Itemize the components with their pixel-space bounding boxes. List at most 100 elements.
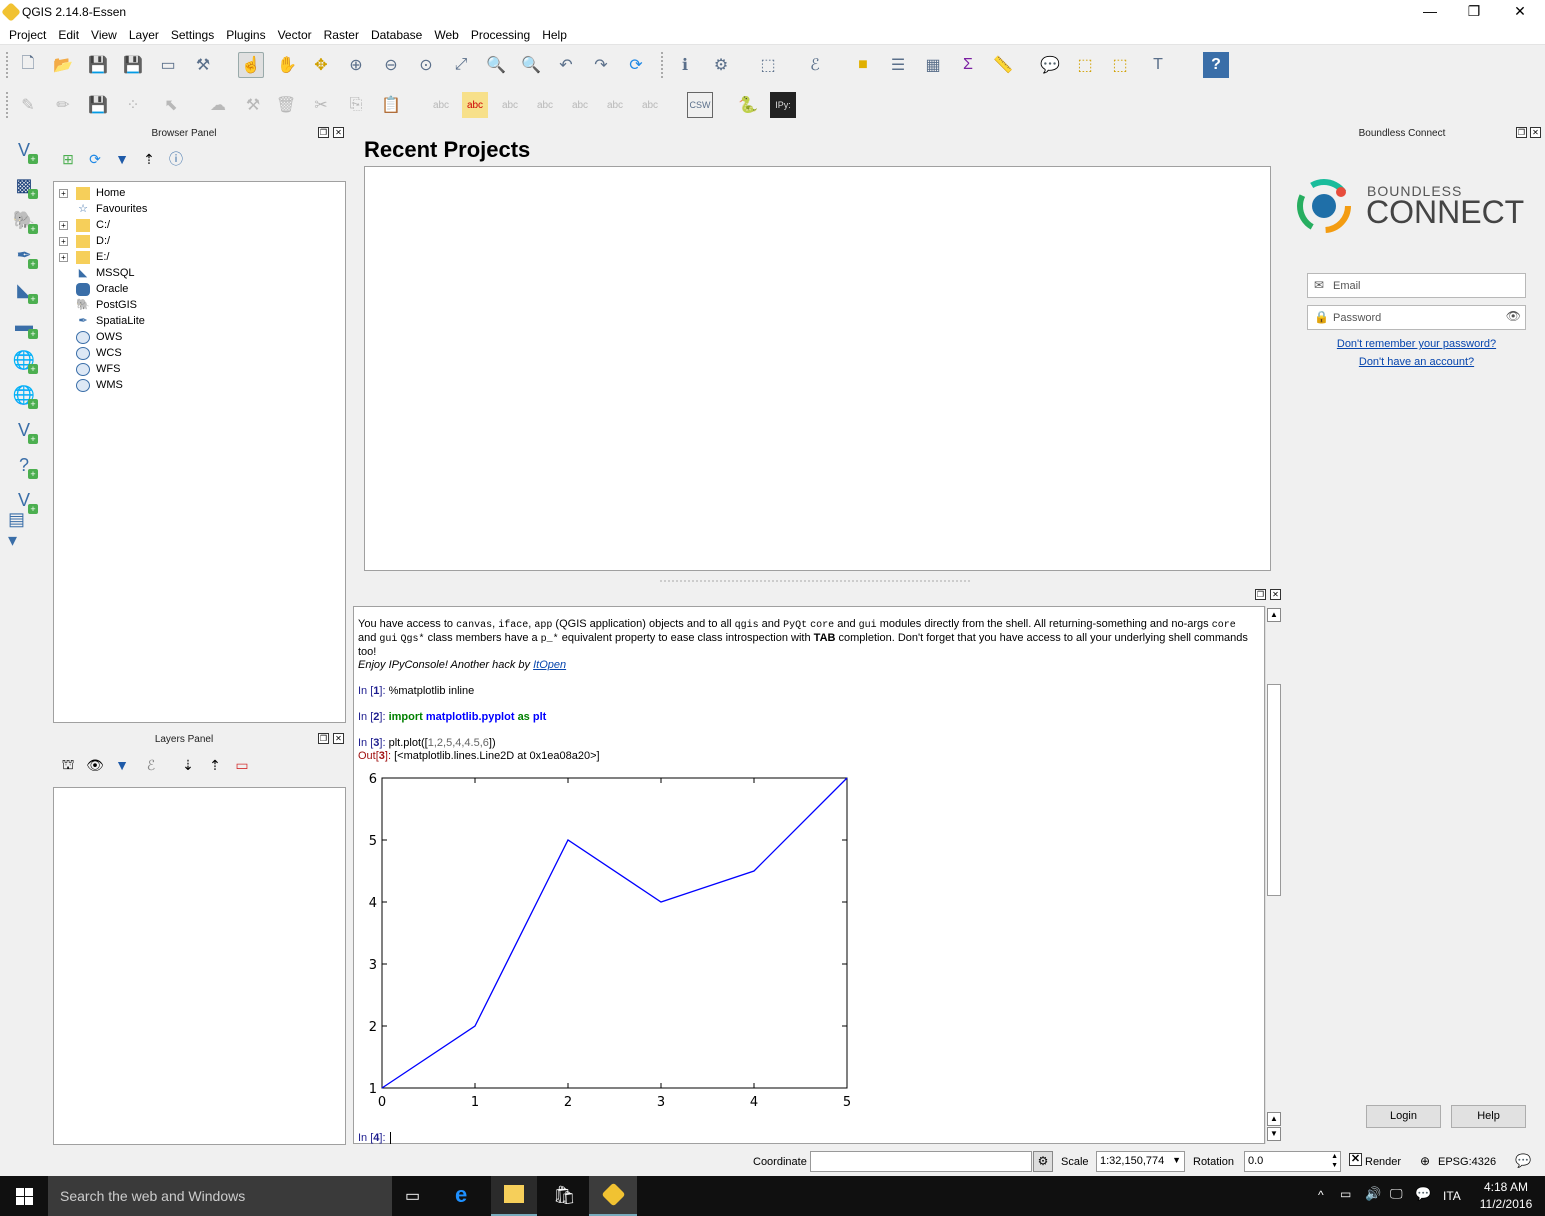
measure-line-icon[interactable]: 📏 [993,57,1013,74]
menu-raster[interactable]: Raster [323,28,359,42]
menu-layer[interactable]: Layer [128,28,159,42]
close-button[interactable]: ✕ [1514,3,1526,19]
layer-labeling-icon[interactable]: abc [432,99,450,111]
toolbar-grip[interactable] [6,52,10,78]
scroll-up-icon[interactable]: ▲ [1267,1112,1281,1126]
touch-zoom-pan-icon[interactable]: ☝ [238,52,264,78]
select-features-icon[interactable]: ⬚ [760,57,776,74]
zoom-in-icon[interactable]: ⊕ [349,57,363,74]
show-bookmarks-icon[interactable]: ⬚ [1112,57,1128,74]
add-raster-layer-icon[interactable]: ▩ + [10,171,38,199]
menu-plugins[interactable]: Plugins [226,28,266,42]
clock-time[interactable]: 4:18 AM [1483,1180,1529,1194]
add-feature-icon[interactable]: ⁘ [126,97,140,114]
taskbar-search-box[interactable]: Search the web and Windows [48,1176,392,1216]
recent-projects-list[interactable] [364,166,1271,571]
map-tips-icon[interactable]: 💬 [1040,57,1060,74]
browser-item-ows[interactable]: OWS [54,329,122,345]
current-edits-icon[interactable]: ✎ [21,97,35,114]
menu-database[interactable]: Database [370,28,423,42]
open-layer-styling-icon[interactable]: ⛫ [61,755,75,772]
close-panel-icon[interactable]: ✕ [333,127,344,138]
browser-item-home[interactable]: + Home [54,185,125,201]
save-layer-edits-icon[interactable]: 💾 [88,97,108,114]
zoom-to-layer-icon[interactable]: 🔍 [521,57,541,74]
scroll-thumb[interactable] [1267,684,1281,896]
browser-item-e[interactable]: + E:/ [54,249,109,265]
cut-features-icon[interactable]: ✂ [314,97,328,114]
show-hide-labels-icon[interactable]: abc [536,99,554,111]
add-delimited-text-icon[interactable]: ? + [10,451,38,479]
close-panel-icon[interactable]: ✕ [333,733,344,744]
new-layer-dropdown-icon[interactable]: ▤ ▾ [8,509,26,550]
add-wcs-layer-icon[interactable]: 🌐 + [10,381,38,409]
open-project-icon[interactable]: 📂 [53,57,73,74]
pan-to-selection-icon[interactable]: ✥ [314,57,328,74]
close-panel-icon[interactable]: ✕ [1530,127,1541,138]
crs-globe-icon[interactable]: ⊕ [1420,1154,1431,1168]
node-tool-icon[interactable]: ☁ [210,97,226,114]
field-calculator-icon[interactable]: Σ [963,56,973,73]
expand-all-icon[interactable]: ⇣ [182,756,194,773]
task-view-icon[interactable]: ▭ [405,1188,421,1205]
attribute-table-icon[interactable]: ☰ [890,57,906,74]
filter-browser-icon[interactable]: ▼ [115,151,129,167]
toggle-extents-icon[interactable]: ⚙ [1033,1151,1053,1172]
expand-icon[interactable]: + [59,236,68,246]
refresh-browser-icon[interactable]: ⟳ [89,150,101,167]
add-wms-layer-icon[interactable]: 🌐 + [10,346,38,374]
text-annotation-icon[interactable]: T [1153,56,1163,73]
float-panel-icon[interactable]: ❐ [1516,127,1527,138]
menu-edit[interactable]: Edit [58,28,80,42]
show-hidden-icons-icon[interactable]: ^ [1318,1188,1324,1202]
coordinate-input[interactable] [810,1151,1032,1172]
zoom-last-icon[interactable]: ↶ [559,57,573,74]
windows-start-icon[interactable] [16,1188,33,1205]
network-icon[interactable]: 🖵 [1390,1186,1403,1201]
minimize-button[interactable]: — [1423,3,1437,19]
action-center-icon[interactable]: 💬 [1415,1186,1432,1201]
delete-selected-icon[interactable]: 🗑 [275,97,297,114]
splitter-handle[interactable] [660,580,970,582]
scroll-down-icon[interactable]: ▼ [1267,1127,1281,1141]
qgis-taskbar[interactable] [589,1176,637,1216]
scale-combobox[interactable]: 1:32,150,774 ▼ [1096,1151,1185,1172]
email-field[interactable]: ✉ Email [1307,273,1526,298]
scroll-up-icon[interactable]: ▲ [1267,608,1281,622]
browser-item-oracle[interactable]: Oracle [54,281,128,297]
language-indicator[interactable]: ITA [1443,1189,1461,1203]
toolbar-grip[interactable] [6,92,10,118]
battery-icon[interactable]: ▭ [1340,1187,1352,1201]
toggle-editing-icon[interactable]: ✏ [56,97,70,114]
render-checkbox[interactable]: ✕ [1349,1153,1362,1166]
browser-item-postgis[interactable]: 🐘 PostGIS [54,297,137,313]
volume-icon[interactable]: 🔊 [1365,1186,1382,1201]
paste-features-icon[interactable]: 📋 [381,97,401,114]
move-label-icon[interactable]: abc [571,99,589,111]
add-virtual-layer-icon[interactable]: V + [10,486,38,514]
console-in-4[interactable]: In [4]: [358,1132,394,1144]
rotation-spinbox[interactable]: 0.0 ▲ ▼ [1244,1151,1341,1172]
menu-processing[interactable]: Processing [470,28,531,42]
add-wfs-layer-icon[interactable]: V + [10,416,38,444]
crs-status[interactable]: EPSG:4326 [1438,1156,1497,1168]
close-panel-icon[interactable]: ✕ [1270,589,1281,600]
deselect-all-icon[interactable]: ■ [858,56,868,73]
console-scrollbar[interactable]: ▲ ▲ ▼ [1265,606,1281,1144]
refresh-icon[interactable]: ⟳ [629,57,643,74]
browser-item-wcs[interactable]: WCS [54,345,122,361]
forgot-password-link[interactable]: Don't remember your password? [1336,338,1497,350]
properties-icon[interactable]: ⓘ [169,151,183,167]
spin-arrows-icon[interactable]: ▲ ▼ [1331,1153,1338,1169]
add-mssql-layer-icon[interactable]: ◣ + [10,276,38,304]
float-panel-icon[interactable]: ❐ [318,733,329,744]
menu-project[interactable]: Project [9,28,47,42]
remove-layer-icon[interactable]: ▭ [235,756,249,773]
menu-settings[interactable]: Settings [170,28,215,42]
zoom-native-icon[interactable]: ⊙ [419,57,433,74]
add-spatialite-layer-icon[interactable]: ✒ + [10,241,38,269]
browser-item-d[interactable]: + D:/ [54,233,110,249]
statistical-summary-icon[interactable]: ▦ [925,57,941,74]
help-button[interactable]: Help [1451,1105,1526,1128]
zoom-to-selection-icon[interactable]: 🔍 [486,57,506,74]
